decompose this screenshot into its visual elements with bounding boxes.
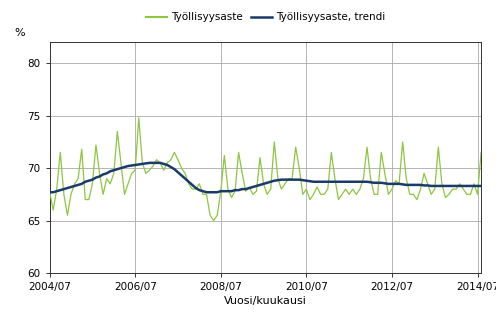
X-axis label: Vuosi/kuukausi: Vuosi/kuukausi (224, 296, 307, 306)
Y-axis label: %: % (14, 28, 25, 38)
Legend: Työllisyysaste, Työllisyysaste, trendi: Työllisyysaste, Työllisyysaste, trendi (141, 8, 389, 27)
